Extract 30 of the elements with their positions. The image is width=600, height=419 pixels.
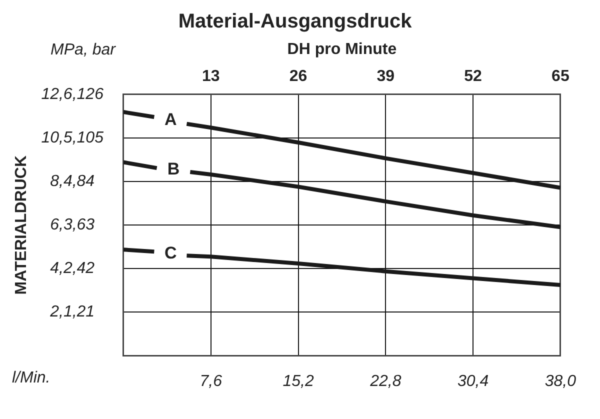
y-axis-title: MATERIALDRUCK xyxy=(13,155,30,295)
y-tick-label: 2,1, xyxy=(49,304,77,321)
x-tick-label: 15,2 xyxy=(282,372,314,390)
series-label: C xyxy=(164,243,177,262)
x2-tick-label: 39 xyxy=(376,68,395,86)
y2-tick-label: 84 xyxy=(76,172,95,190)
x-tick-label: 38,0 xyxy=(544,372,576,390)
x-tick-label: 30,4 xyxy=(457,372,489,390)
x2-tick-label: 65 xyxy=(552,68,570,86)
y-tick-label: 12,6, xyxy=(41,86,77,103)
y2-tick-label: 105 xyxy=(76,129,104,146)
x-tick-label: 7,6 xyxy=(200,372,222,390)
x2-tick-label: 52 xyxy=(464,68,482,86)
x-tick-label: 22,8 xyxy=(369,372,402,390)
series-label: B xyxy=(167,160,180,179)
chart-title: Material-Ausgangsdruck xyxy=(178,10,413,33)
x2-axis-title: DH pro Minute xyxy=(287,41,397,58)
y-tick-label: 10,5, xyxy=(41,129,77,146)
x-axis-title: l/Min. xyxy=(12,369,50,386)
y2-tick-label: 21 xyxy=(76,304,95,321)
text: MPa, bar xyxy=(50,41,116,58)
series-label: A xyxy=(164,110,177,130)
y-tick-label: 8,4, xyxy=(50,172,77,190)
x2-tick-label: 13 xyxy=(202,68,220,86)
x2-tick-label: 26 xyxy=(289,68,308,86)
y2-tick-label: 126 xyxy=(76,86,104,103)
y-tick-label: 6,3, xyxy=(50,216,77,234)
y-tick-label: 4,2, xyxy=(50,260,77,278)
y2-tick-label: 63 xyxy=(76,216,95,234)
y2-tick-label: 42 xyxy=(76,260,95,278)
